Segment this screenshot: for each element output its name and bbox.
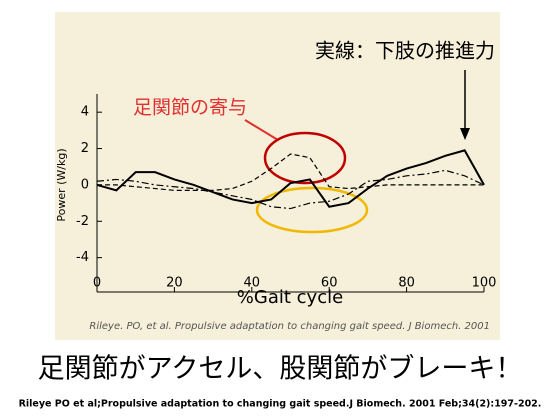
y-tick-label: -2 bbox=[76, 214, 89, 229]
source: Rileye. PO, et al. Propulsive adaptation… bbox=[89, 321, 490, 332]
line-series bbox=[97, 153, 484, 191]
arrow bbox=[244, 119, 279, 141]
arrow-head bbox=[460, 128, 470, 140]
highlight bbox=[255, 186, 369, 234]
x-tick-label: 0 bbox=[93, 276, 101, 291]
annotation: 実線：下肢の推進力 bbox=[315, 39, 495, 63]
line-series bbox=[96, 169, 485, 210]
x-tick-label: 80 bbox=[398, 276, 415, 291]
y-axis-label: Power (W/kg) bbox=[55, 148, 68, 221]
annotation: 足関節の寄与 bbox=[133, 97, 247, 119]
caption: 足関節がアクセル、股関節がブレーキ！ bbox=[38, 354, 523, 385]
x-axis-label: %Gait cycle bbox=[237, 287, 343, 308]
highlight bbox=[263, 131, 347, 185]
y-tick-label: 2 bbox=[81, 141, 89, 156]
reference: Rileye PO et al;Propulsive adaptation to… bbox=[19, 399, 542, 410]
y-tick-label: -4 bbox=[76, 250, 89, 265]
x-tick-label: 40 bbox=[244, 276, 261, 291]
y-tick-label: 4 bbox=[81, 105, 89, 120]
x-tick-label: 100 bbox=[472, 276, 497, 291]
y-tick-label: 0 bbox=[81, 177, 89, 192]
line-series bbox=[96, 149, 485, 208]
x-tick-label: 60 bbox=[321, 276, 338, 291]
x-tick-label: 20 bbox=[166, 276, 183, 291]
